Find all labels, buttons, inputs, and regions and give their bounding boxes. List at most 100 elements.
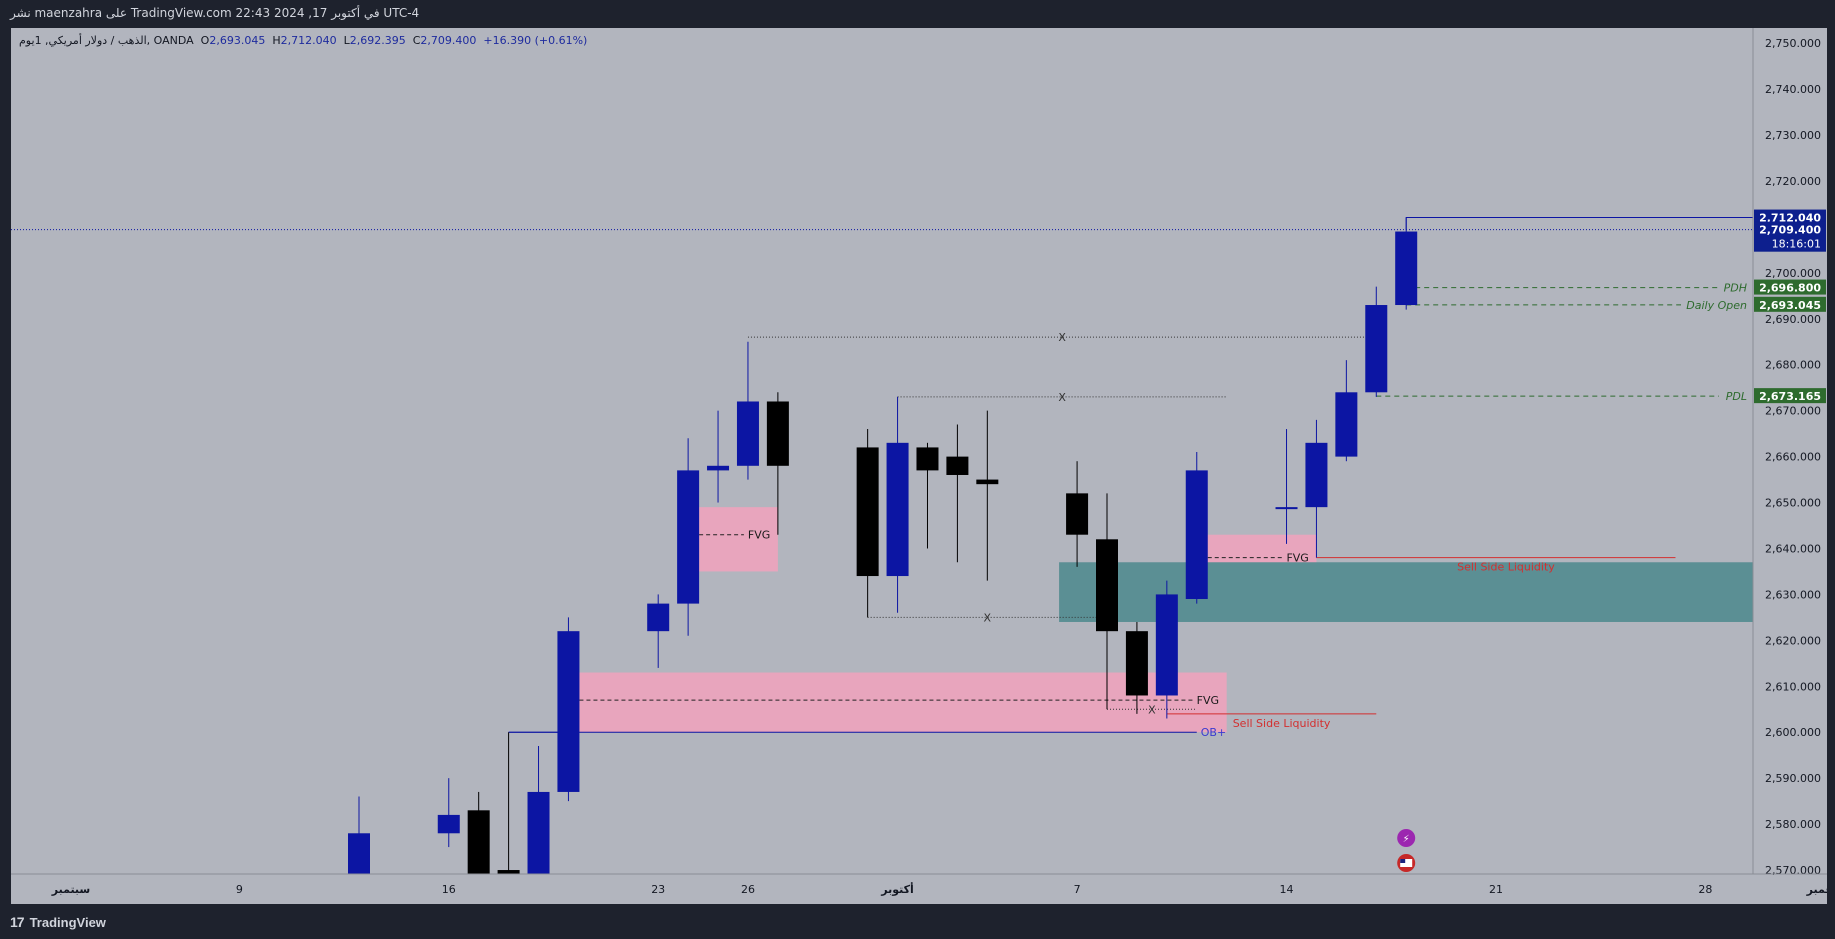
legend-high: 2,712.040 xyxy=(281,34,344,47)
legend-o-label: O xyxy=(201,34,210,47)
candle-2024-10-10 xyxy=(1155,580,1178,719)
legend-h-label: H xyxy=(272,34,280,47)
candle-2024-09-26 xyxy=(736,341,759,480)
y-tick-label-2690: 2,690.000 xyxy=(1765,313,1821,326)
high-price-badge-text: 2,712.040 xyxy=(1759,212,1821,225)
x-tick-label-5: أكتوبر xyxy=(880,882,914,896)
candle-2024-10-11 xyxy=(1185,452,1208,604)
swept-level-x-1: X xyxy=(1058,391,1066,404)
key-level-badge-2-text: 2,673.165 xyxy=(1759,390,1821,403)
current-price-badge-countdown: 18:16:01 xyxy=(1772,238,1821,251)
y-tick-label-2740: 2,740.000 xyxy=(1765,83,1821,96)
y-tick-label-2700: 2,700.000 xyxy=(1765,267,1821,280)
zone-fvg-0 xyxy=(688,507,778,572)
candle-body xyxy=(886,442,909,577)
candle-body xyxy=(677,470,700,604)
candle-body xyxy=(527,791,550,874)
flag-icon-canton xyxy=(1400,859,1406,863)
y-tick-label-2670: 2,670.000 xyxy=(1765,405,1821,418)
key-level-badge-1-text: 2,693.045 xyxy=(1759,299,1821,312)
candle-body xyxy=(437,814,460,834)
candle-2024-10-02 xyxy=(916,442,939,549)
swept-level-x-3: X xyxy=(1148,703,1156,716)
tradingview-logo-icon: 17 xyxy=(10,914,25,930)
high-price-badge: 2,712.040 xyxy=(1754,209,1826,225)
key-level-label-0: PDH xyxy=(1724,282,1747,295)
candle-body xyxy=(1305,442,1328,508)
y-tick-label-2630: 2,630.000 xyxy=(1765,588,1821,601)
y-tick-label-2730: 2,730.000 xyxy=(1765,129,1821,142)
zone-label-1: FVG xyxy=(1197,694,1219,707)
publish-header: نشر maenzahra على TradingView.com في أكت… xyxy=(0,0,1835,27)
candle-2024-09-19 xyxy=(527,746,550,874)
candle-2024-10-08 xyxy=(1096,493,1118,710)
tradingview-brand: TradingView xyxy=(29,914,106,930)
flag-icon-stripes xyxy=(1400,859,1413,867)
x-tick-label-10: نوفمبر xyxy=(1806,883,1827,896)
legend-symbol: الذهب / دولار أمريكي, 1يوم, OANDA xyxy=(19,33,201,47)
candle-2024-09-16 xyxy=(437,778,460,848)
zone-label-0: FVG xyxy=(748,529,770,542)
liquidity-label-1: Sell Side Liquidity xyxy=(1233,717,1331,730)
x-tick-label-3: 23 xyxy=(651,883,665,896)
candle-2024-09-20 xyxy=(557,617,580,802)
candle-body xyxy=(707,465,730,471)
candle-body xyxy=(1335,392,1358,457)
y-tick-label-2580: 2,580.000 xyxy=(1765,818,1821,831)
candle-2024-09-17 xyxy=(467,791,490,874)
candle-2024-09-30 xyxy=(856,429,879,618)
candle-body xyxy=(467,810,490,874)
legend-l-label: L xyxy=(344,34,351,47)
candle-2024-10-01 xyxy=(886,396,909,613)
candle-body xyxy=(766,401,789,466)
liquidity-label-0: Sell Side Liquidity xyxy=(1457,561,1555,574)
key-level-badge-0-text: 2,696.800 xyxy=(1759,282,1821,295)
y-tick-label-2660: 2,660.000 xyxy=(1765,451,1821,464)
key-level-label-2: PDL xyxy=(1726,390,1747,403)
swept-level-x-2: X xyxy=(984,611,992,624)
y-tick-label-2610: 2,610.000 xyxy=(1765,680,1821,693)
y-tick-label-2620: 2,620.000 xyxy=(1765,634,1821,647)
x-tick-label-0: سبتمبر xyxy=(51,883,91,896)
legend-close: 2,709.400 xyxy=(420,34,483,47)
key-level-label-1: Daily Open xyxy=(1686,299,1747,312)
current-price-badge-text: 2,709.400 xyxy=(1759,224,1821,237)
candle-2024-10-03 xyxy=(946,424,969,563)
candle-2024-10-16 xyxy=(1335,360,1358,462)
legend-c-label: C xyxy=(413,34,421,47)
key-level-badge-0: 2,696.800 xyxy=(1754,279,1826,295)
candle-2024-09-24 xyxy=(677,438,700,636)
y-tick-label-2640: 2,640.000 xyxy=(1765,542,1821,555)
tradingview-logo[interactable]: 17 TradingView xyxy=(10,914,106,930)
high-price-badge-bg xyxy=(1754,209,1826,225)
candle-2024-09-13 xyxy=(348,796,370,874)
candle-body xyxy=(1185,470,1208,600)
key-level-badge-2: 2,673.165 xyxy=(1754,388,1826,404)
lightning-event-icon: ⚡ xyxy=(1397,829,1416,847)
candle-body xyxy=(976,479,999,485)
legend-low: 2,692.395 xyxy=(350,34,413,47)
candle-2024-10-15 xyxy=(1305,419,1328,558)
x-tick-label-6: 7 xyxy=(1074,883,1081,896)
candle-body xyxy=(1155,594,1178,696)
candle-2024-10-04 xyxy=(976,410,999,581)
x-tick-label-8: 21 xyxy=(1489,883,1503,896)
legend-open: 2,693.045 xyxy=(209,34,272,47)
candle-2024-10-09 xyxy=(1125,621,1148,714)
current-price-badge-bg xyxy=(1754,221,1826,252)
candle-body xyxy=(1096,539,1118,632)
candle-2024-09-25 xyxy=(707,410,730,503)
candle-body xyxy=(1066,493,1089,535)
legend-change: +16.390 (+0.61%) xyxy=(483,34,587,47)
x-tick-label-9: 28 xyxy=(1698,883,1712,896)
candle-body xyxy=(1365,305,1388,393)
x-tick-label-4: 26 xyxy=(741,883,755,896)
candle-2024-10-14 xyxy=(1275,429,1298,544)
candle-body xyxy=(916,447,939,471)
y-tick-label-2720: 2,720.000 xyxy=(1765,175,1821,188)
candle-body xyxy=(497,870,520,874)
y-tick-label-2750: 2,750.000 xyxy=(1765,37,1821,50)
key-level-badge-1: 2,693.045 xyxy=(1754,296,1826,312)
